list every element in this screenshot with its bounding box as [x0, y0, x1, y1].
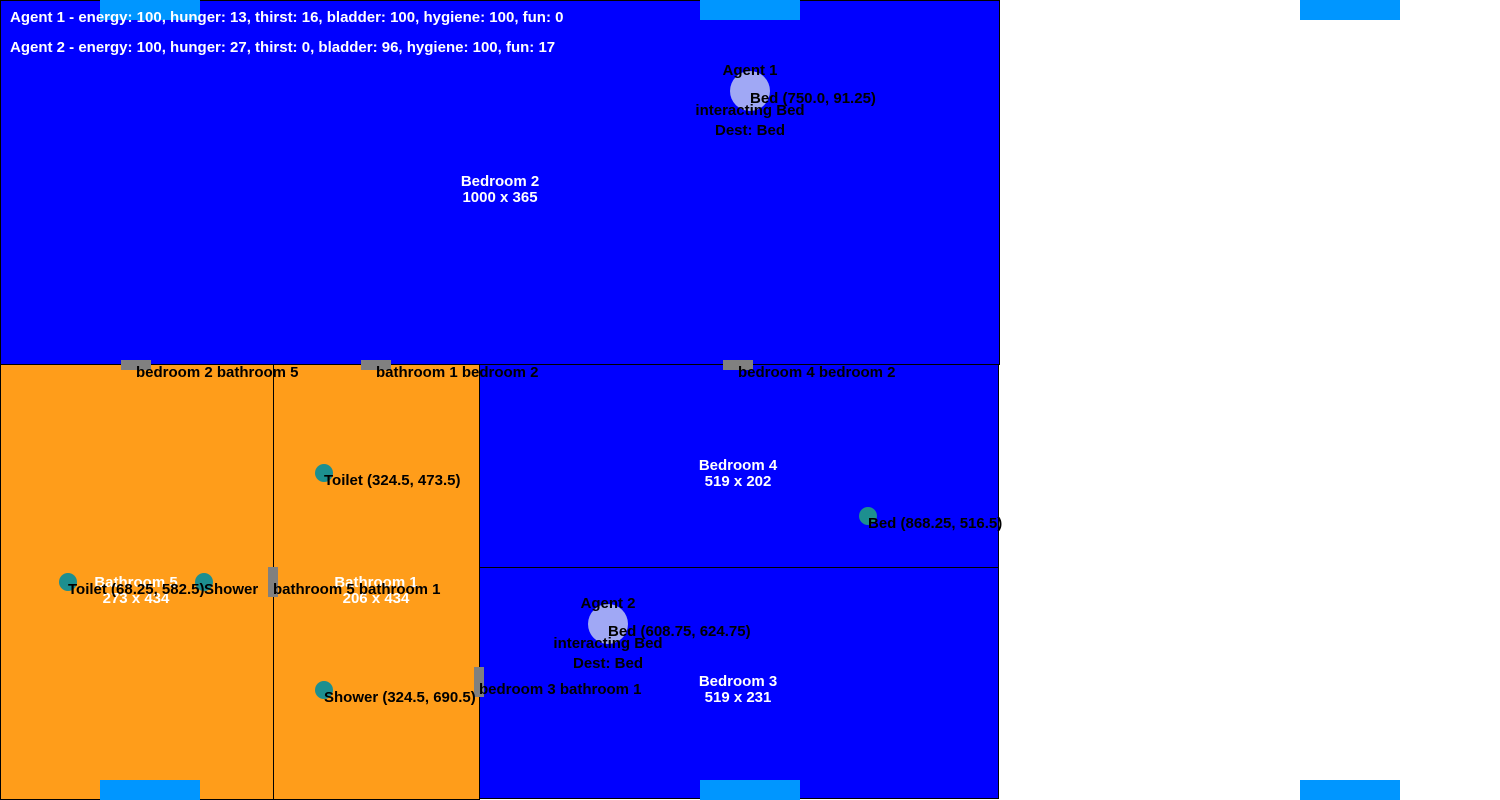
agent-1-destination: Dest: Bed	[714, 122, 786, 139]
room-label-bedroom-4: Bedroom 4 519 x 202	[699, 458, 777, 490]
room-label-bathroom-1: Bathroom 1 206 x 434	[334, 575, 417, 607]
door-label: bedroom 2 bathroom 5	[136, 364, 299, 381]
agent-2-avatar[interactable]	[588, 604, 628, 644]
shower-icon[interactable]	[315, 681, 333, 699]
object-label: Bed (868.25, 516.5)	[868, 515, 1003, 532]
room-name: Bedroom 2	[460, 173, 540, 190]
room-name: Bathroom 1	[334, 574, 418, 591]
room-size: 273 x 434	[102, 590, 170, 607]
toilet-icon[interactable]	[315, 464, 333, 482]
door-bedroom3-bathroom1[interactable]	[474, 667, 484, 697]
room-label-bedroom-3: Bedroom 3 519 x 231	[699, 674, 777, 706]
room-label-bedroom-2: Bedroom 2 1000 x 365	[461, 174, 539, 206]
agent-2-action: interacting Bed	[553, 635, 663, 652]
window	[700, 780, 800, 800]
door-label: bathroom 1 bedroom 2	[376, 364, 539, 381]
room-size: 206 x 434	[342, 590, 410, 607]
door-bedroom2-bathroom5[interactable]	[121, 360, 151, 370]
object-label: Shower	[204, 581, 259, 598]
bed-icon[interactable]	[859, 507, 877, 525]
room-bedroom-3	[479, 567, 999, 799]
room-name: Bathroom 5	[94, 574, 178, 591]
agent-1-avatar[interactable]	[730, 71, 770, 111]
door-label: bathroom 5 bathroom 1	[273, 581, 441, 598]
agent-2-name: Agent 2	[580, 595, 636, 612]
door-bathroom5-bathroom1[interactable]	[268, 567, 278, 597]
shower-icon[interactable]	[195, 573, 213, 591]
room-name: Bedroom 3	[698, 673, 778, 690]
room-bathroom-5	[0, 364, 274, 800]
room-label-bathroom-5: Bathroom 5 273 x 434	[94, 575, 177, 607]
object-label: Toilet (68.25, 582.5)	[68, 581, 205, 598]
door-label: bedroom 4 bedroom 2	[738, 364, 896, 381]
door-bathroom1-bedroom2[interactable]	[361, 360, 391, 370]
room-bedroom-2	[0, 0, 1000, 365]
agent-1-name: Agent 1	[722, 62, 778, 79]
agent-1-action: interacting Bed	[695, 102, 805, 119]
door-bedroom4-bedroom2[interactable]	[723, 360, 753, 370]
object-label: Toilet (324.5, 473.5)	[324, 472, 461, 489]
object-label: Bed (608.75, 624.75)	[608, 623, 751, 640]
room-size: 519 x 202	[704, 473, 772, 490]
room-size: 1000 x 365	[462, 189, 538, 206]
agent-2-status: Agent 2 - energy: 100, hunger: 27, thirs…	[10, 39, 556, 56]
window	[1300, 0, 1400, 20]
agent-2-destination: Dest: Bed	[572, 655, 644, 672]
window	[100, 780, 200, 800]
room-bedroom-4	[479, 364, 999, 568]
object-label: Bed (750.0, 91.25)	[750, 90, 876, 107]
door-label: bedroom 3 bathroom 1	[479, 681, 642, 698]
window	[100, 0, 200, 20]
room-size: 519 x 231	[704, 689, 772, 706]
toilet-icon[interactable]	[59, 573, 77, 591]
window	[1300, 780, 1400, 800]
room-name: Bedroom 4	[698, 457, 778, 474]
agent-1-status: Agent 1 - energy: 100, hunger: 13, thirs…	[10, 9, 564, 26]
window	[700, 0, 800, 20]
object-label: Shower (324.5, 690.5)	[324, 689, 476, 706]
